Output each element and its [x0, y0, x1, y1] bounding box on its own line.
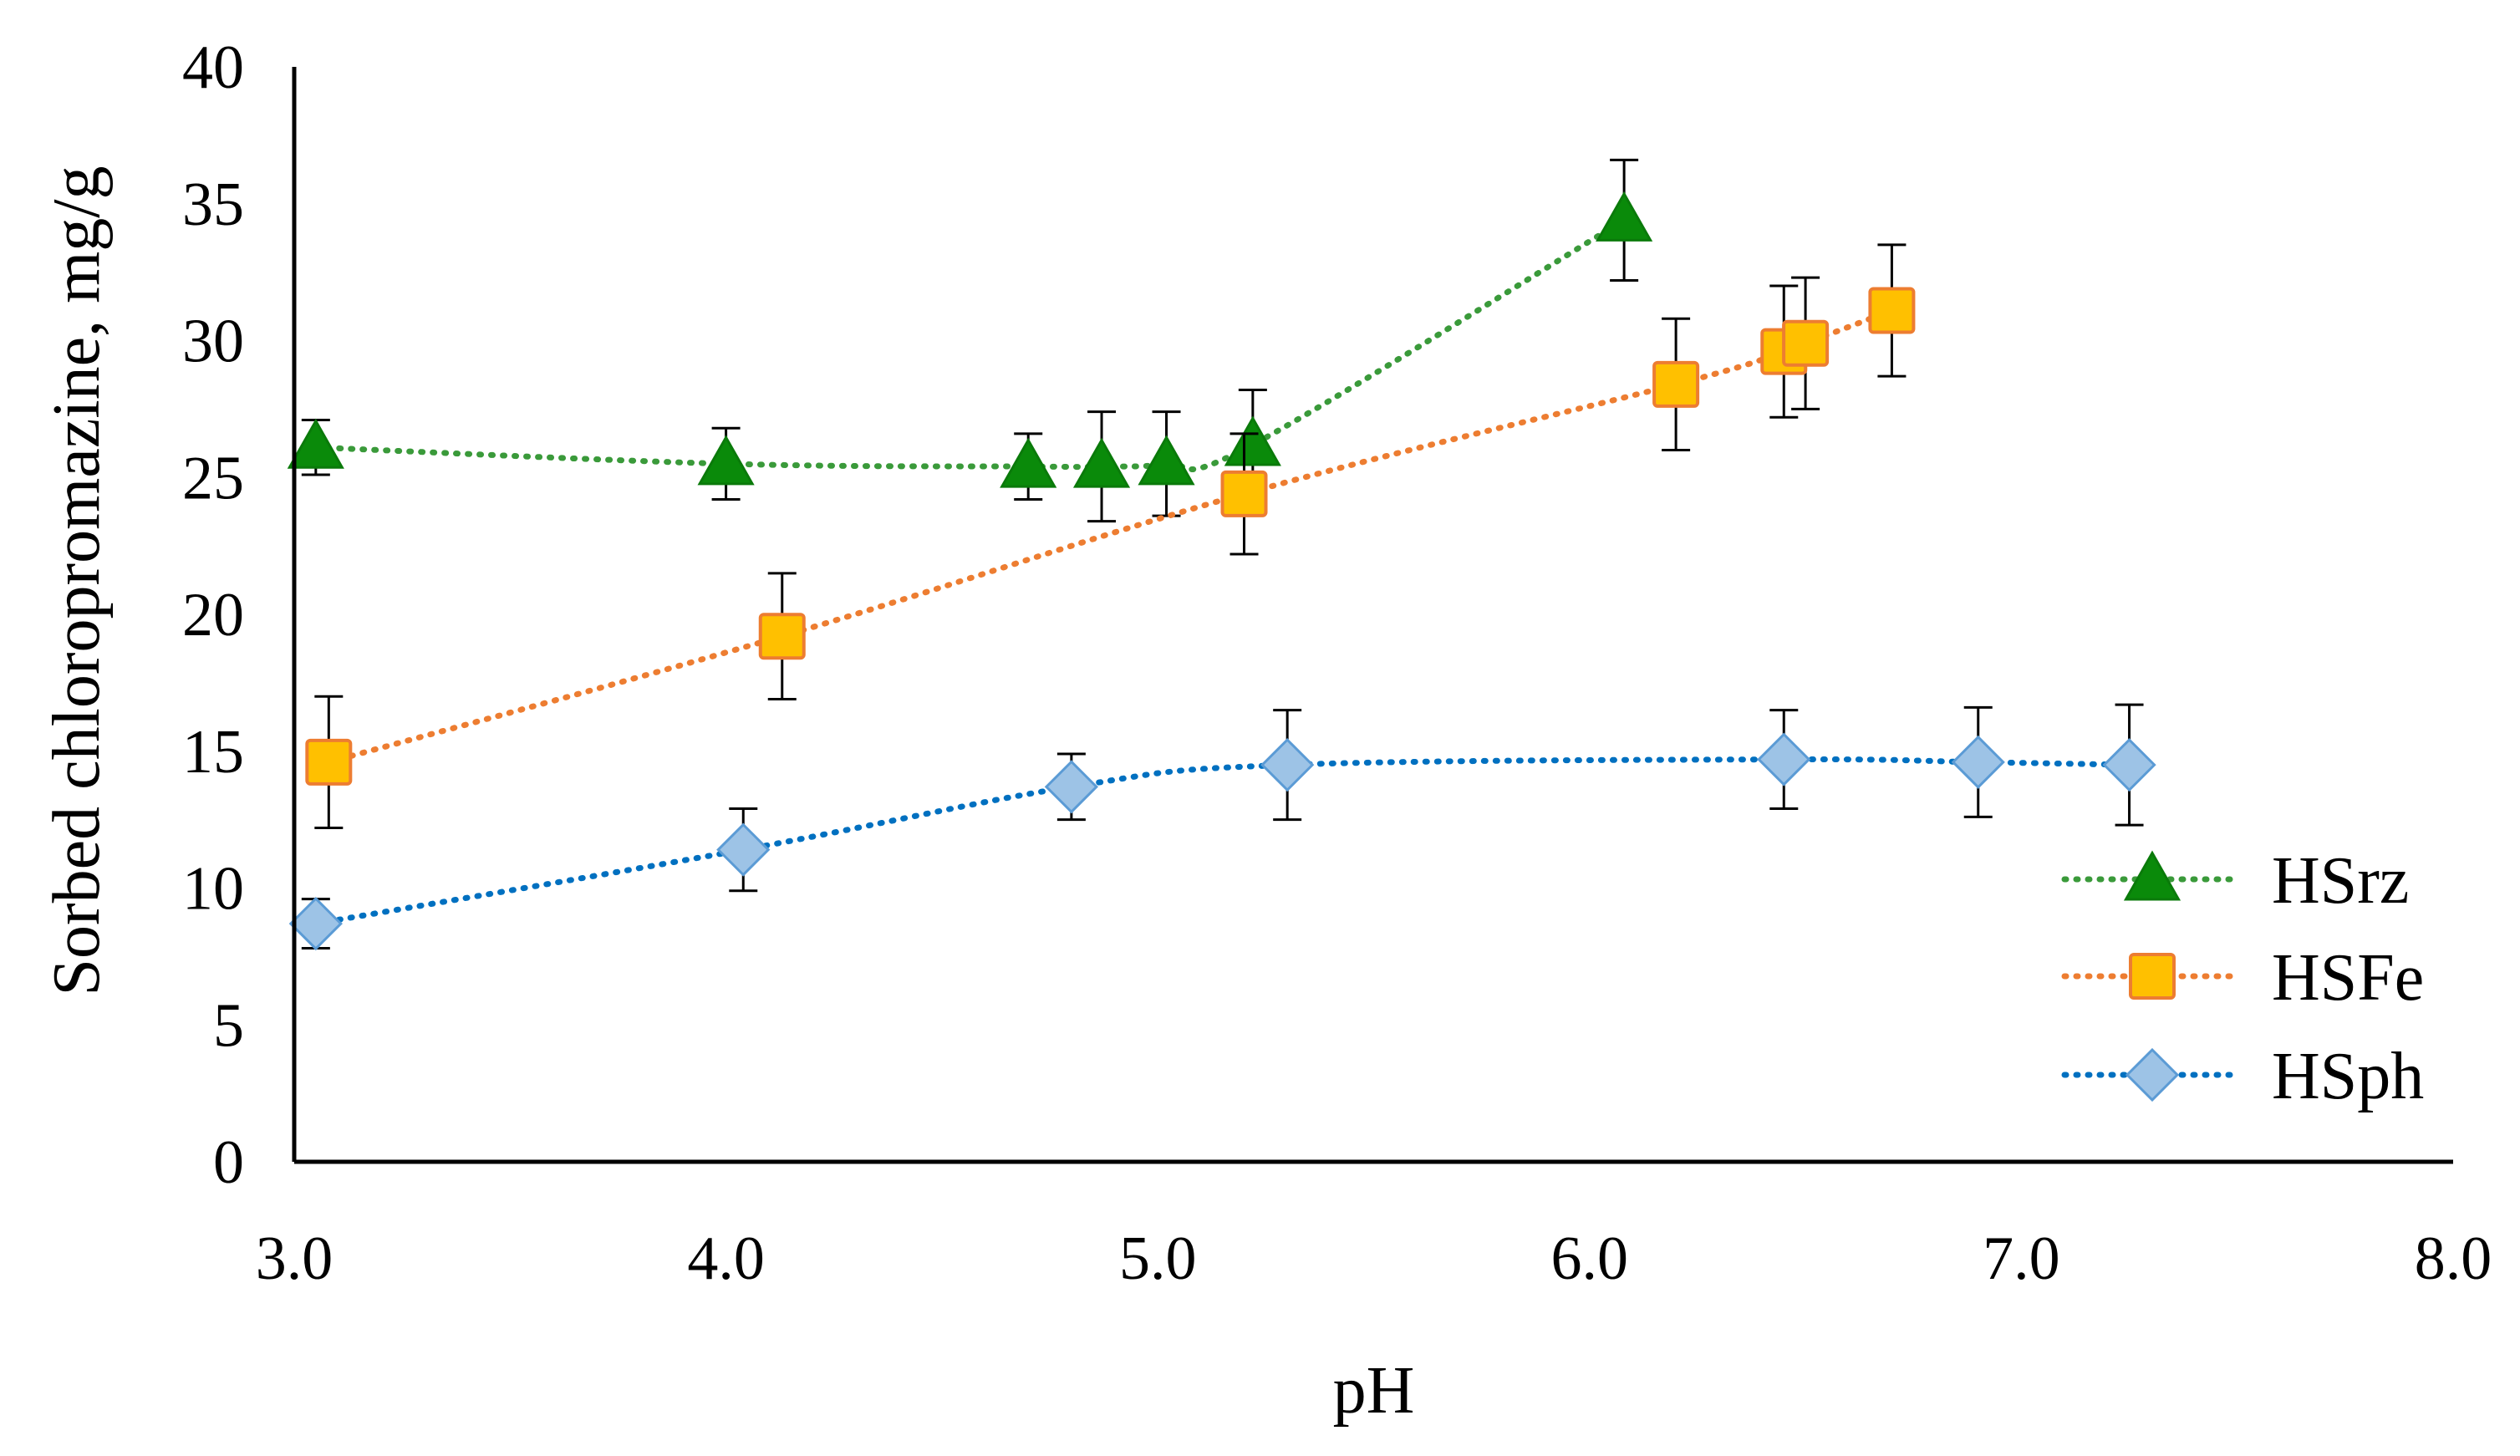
data-point	[1220, 470, 1268, 517]
x-tick-label: 3.0	[256, 1224, 333, 1293]
data-point	[697, 435, 755, 486]
legend: HSrz HSFe HSph	[2061, 844, 2424, 1113]
data-point	[1868, 287, 1916, 334]
legend-label: HSrz	[2272, 844, 2409, 918]
legend-marker	[2123, 850, 2181, 901]
data-point	[758, 613, 806, 660]
x-tick-label: 6.0	[1551, 1224, 1629, 1293]
data-point	[1596, 191, 1653, 242]
x-axis-ticks: 3.0 4.0 5.0 6.0 7.0 8.0	[256, 1224, 2492, 1293]
data-point	[1652, 360, 1700, 408]
legend-marker	[2129, 953, 2176, 1000]
data-point	[1138, 435, 1195, 486]
series-line	[313, 216, 1627, 473]
y-tick-label: 10	[182, 855, 244, 924]
data-point	[1000, 437, 1057, 488]
legend-label: HSph	[2272, 1040, 2424, 1113]
data-point	[1224, 415, 1281, 466]
data-point	[1260, 738, 1315, 792]
series-HSrz	[287, 158, 1653, 523]
data-point	[305, 738, 353, 786]
y-axis-ticks: 0 5 10 15 20 25 30 35 40	[182, 33, 244, 1197]
y-tick-label: 25	[182, 444, 244, 512]
series-HSFe	[305, 243, 1916, 829]
legend-item: HSrz	[2061, 844, 2409, 918]
data-point	[288, 896, 343, 951]
y-tick-label: 5	[213, 991, 244, 1060]
legend-label: HSFe	[2272, 941, 2424, 1015]
y-tick-label: 20	[182, 581, 244, 649]
x-tick-label: 5.0	[1119, 1224, 1197, 1293]
series-line	[313, 756, 2133, 927]
data-point	[716, 822, 771, 877]
data-point	[2102, 738, 2156, 792]
legend-item: HSph	[2061, 1040, 2424, 1113]
y-tick-label: 40	[182, 33, 244, 102]
y-tick-label: 35	[182, 171, 244, 239]
x-tick-label: 8.0	[2415, 1224, 2492, 1293]
y-axis-title: Sorbed chloropromazine, mg/g	[40, 165, 114, 995]
series-HSph	[288, 703, 2156, 951]
x-tick-label: 7.0	[1983, 1224, 2060, 1293]
data-point	[287, 418, 344, 469]
data-point	[1757, 732, 1811, 787]
x-tick-label: 4.0	[687, 1224, 765, 1293]
data-point	[1044, 760, 1099, 814]
legend-item: HSFe	[2061, 941, 2424, 1015]
y-tick-label: 0	[213, 1128, 244, 1197]
data-point	[1951, 735, 2005, 789]
plot-area	[287, 158, 2156, 951]
y-tick-label: 30	[182, 308, 244, 376]
x-axis-title: pH	[1333, 1354, 1415, 1428]
legend-marker	[2125, 1047, 2180, 1102]
data-point	[1782, 319, 1830, 367]
data-point	[1072, 437, 1131, 488]
y-tick-label: 15	[182, 718, 244, 787]
